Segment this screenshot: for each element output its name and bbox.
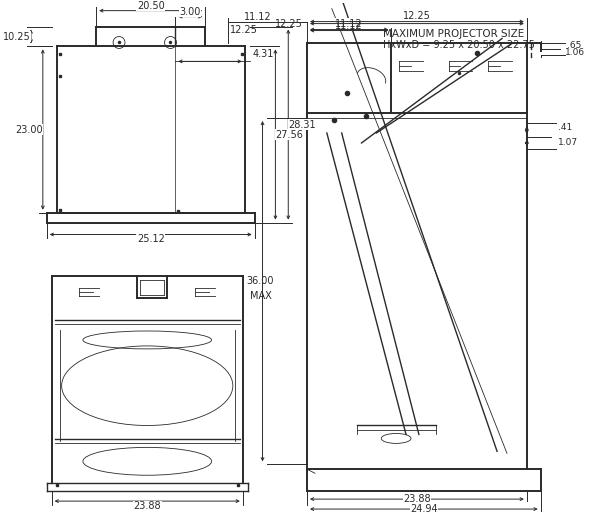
Text: 1.07: 1.07 [559,139,579,147]
Text: 11.12: 11.12 [244,11,271,21]
Text: MAXIMUM PROJECTOR SIZE: MAXIMUM PROJECTOR SIZE [384,29,525,39]
Text: 3.00: 3.00 [179,7,201,17]
Text: 12.25: 12.25 [230,24,258,34]
Text: 25.12: 25.12 [137,234,165,244]
Text: 4.31: 4.31 [253,49,274,59]
Text: .65: .65 [568,41,582,50]
Text: 27.56: 27.56 [276,130,303,140]
Text: 12.25: 12.25 [403,10,431,21]
Text: MAX: MAX [250,291,271,301]
Text: 36.00: 36.00 [247,276,274,286]
Text: 11.12: 11.12 [335,19,363,29]
Text: 1.06: 1.06 [565,48,585,57]
Text: 23.88: 23.88 [403,494,431,504]
Text: 11.12: 11.12 [335,20,363,31]
Text: .41: .41 [559,122,573,131]
Text: 23.88: 23.88 [133,501,161,511]
Text: HxWxD = 9.25 x 20.50 x 22.75: HxWxD = 9.25 x 20.50 x 22.75 [384,41,535,51]
Text: 12.25: 12.25 [275,19,303,29]
Text: 20.50: 20.50 [137,1,165,10]
Text: 23.00: 23.00 [15,125,43,134]
Text: 28.31: 28.31 [289,119,316,130]
Text: 10.25: 10.25 [3,31,31,42]
Text: 24.94: 24.94 [410,504,438,514]
